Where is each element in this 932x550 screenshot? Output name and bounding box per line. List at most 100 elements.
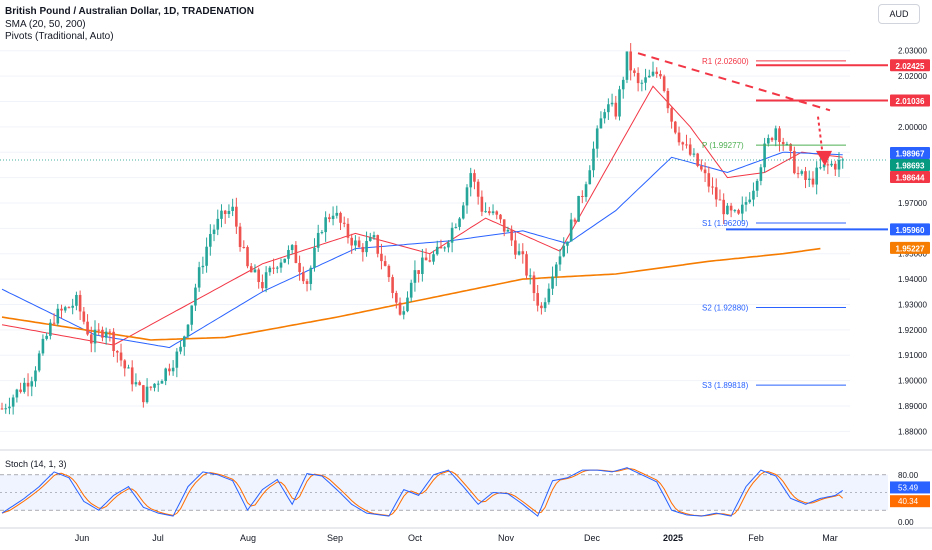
candle[interactable] xyxy=(227,204,231,218)
candle[interactable] xyxy=(346,218,350,244)
candle[interactable] xyxy=(807,170,811,187)
candle[interactable] xyxy=(688,138,692,157)
candle[interactable] xyxy=(793,146,796,175)
candle[interactable] xyxy=(558,249,562,271)
candle[interactable] xyxy=(767,134,770,147)
candle[interactable] xyxy=(458,217,461,231)
candle[interactable] xyxy=(354,235,357,251)
candle[interactable] xyxy=(409,279,413,303)
candle[interactable] xyxy=(577,195,580,222)
candle[interactable] xyxy=(249,263,253,273)
candle[interactable] xyxy=(651,61,655,77)
candle[interactable] xyxy=(368,232,372,242)
candle[interactable] xyxy=(815,161,818,195)
candle[interactable] xyxy=(37,350,41,373)
candle[interactable] xyxy=(235,197,238,234)
candle[interactable] xyxy=(290,243,294,255)
candle[interactable] xyxy=(216,209,220,236)
candle[interactable] xyxy=(223,209,227,224)
candle[interactable] xyxy=(335,205,339,219)
candle[interactable] xyxy=(822,164,826,171)
candle[interactable] xyxy=(532,271,536,302)
candle[interactable] xyxy=(584,181,588,202)
candle[interactable] xyxy=(774,125,778,147)
candle[interactable] xyxy=(49,319,52,340)
candle[interactable] xyxy=(194,283,197,311)
candle[interactable] xyxy=(528,268,532,285)
candle[interactable] xyxy=(432,250,435,265)
candle[interactable] xyxy=(499,214,502,224)
candle[interactable] xyxy=(748,192,752,204)
candle[interactable] xyxy=(302,266,305,284)
candle[interactable] xyxy=(279,258,283,273)
candle[interactable] xyxy=(755,178,759,198)
candle[interactable] xyxy=(156,380,160,392)
candle[interactable] xyxy=(168,363,171,376)
candle[interactable] xyxy=(417,270,420,283)
candle[interactable] xyxy=(647,69,651,78)
candle[interactable] xyxy=(179,340,182,355)
candle[interactable] xyxy=(480,190,484,217)
candle[interactable] xyxy=(819,157,822,170)
candle[interactable] xyxy=(212,224,216,242)
candle[interactable] xyxy=(142,384,145,408)
candle[interactable] xyxy=(488,206,491,216)
candle[interactable] xyxy=(547,283,551,305)
candle[interactable] xyxy=(543,297,547,312)
candle[interactable] xyxy=(253,264,257,273)
candle[interactable] xyxy=(376,234,380,258)
candle[interactable] xyxy=(655,67,659,78)
candle[interactable] xyxy=(677,126,681,146)
candle[interactable] xyxy=(19,382,22,394)
candle[interactable] xyxy=(536,284,539,312)
candle[interactable] xyxy=(130,360,134,392)
candle[interactable] xyxy=(104,327,108,345)
candle[interactable] xyxy=(722,193,725,225)
candle[interactable] xyxy=(473,169,476,190)
candle[interactable] xyxy=(666,88,670,114)
candle[interactable] xyxy=(197,261,201,292)
candle[interactable] xyxy=(324,211,327,242)
candle[interactable] xyxy=(123,359,127,377)
candle[interactable] xyxy=(15,388,19,403)
candle[interactable] xyxy=(402,306,406,320)
candle[interactable] xyxy=(484,202,487,213)
candle[interactable] xyxy=(435,240,439,256)
candle[interactable] xyxy=(149,386,153,391)
candle[interactable] xyxy=(383,255,387,267)
candle[interactable] xyxy=(45,332,48,341)
candle[interactable] xyxy=(625,51,629,84)
candle[interactable] xyxy=(439,239,443,249)
candle[interactable] xyxy=(681,141,685,151)
candle[interactable] xyxy=(461,202,465,220)
candle[interactable] xyxy=(595,125,599,158)
candle[interactable] xyxy=(421,248,424,282)
candle[interactable] xyxy=(491,204,495,216)
candle[interactable] xyxy=(811,171,815,188)
candle[interactable] xyxy=(361,243,365,262)
candle[interactable] xyxy=(633,68,636,77)
candle[interactable] xyxy=(729,202,733,218)
candle[interactable] xyxy=(108,328,112,342)
candle[interactable] xyxy=(506,226,510,232)
candle[interactable] xyxy=(86,314,89,336)
candle[interactable] xyxy=(52,313,56,326)
candle[interactable] xyxy=(707,166,711,193)
candle[interactable] xyxy=(659,70,662,79)
candle[interactable] xyxy=(175,348,179,378)
candle[interactable] xyxy=(82,307,86,325)
currency-button[interactable]: AUD xyxy=(878,4,920,24)
candle[interactable] xyxy=(339,211,342,230)
candle[interactable] xyxy=(309,265,313,291)
candle[interactable] xyxy=(714,178,718,207)
candle[interactable] xyxy=(30,376,34,397)
candle[interactable] xyxy=(160,379,164,384)
candle[interactable] xyxy=(238,222,242,252)
candle[interactable] xyxy=(116,350,119,363)
candle[interactable] xyxy=(744,196,748,212)
candle[interactable] xyxy=(350,233,353,254)
candle[interactable] xyxy=(837,152,841,177)
candle[interactable] xyxy=(517,243,521,256)
candle[interactable] xyxy=(328,213,331,223)
candle[interactable] xyxy=(380,243,383,270)
